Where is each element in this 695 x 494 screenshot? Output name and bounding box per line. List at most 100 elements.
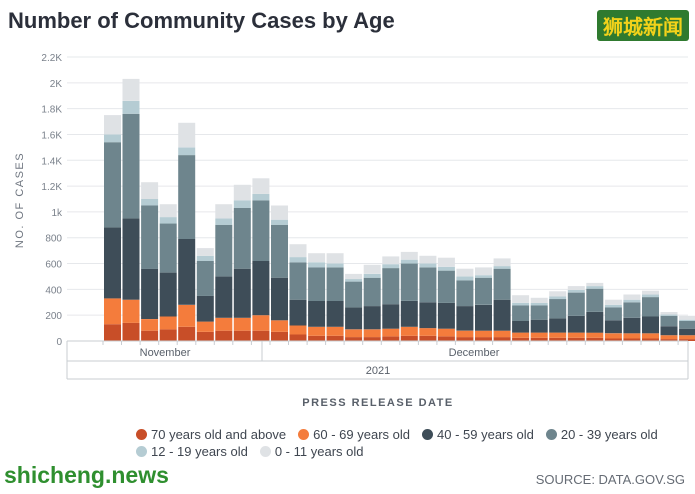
bar-segment [382, 268, 400, 305]
bar-segment [437, 336, 455, 341]
y-tick-label: 200 [45, 311, 62, 322]
bar-segment [679, 339, 695, 341]
bar-segment [215, 317, 233, 331]
bar-segment [679, 319, 695, 321]
bar-segment [308, 301, 326, 327]
bar-segment [345, 273, 363, 280]
bar-segment [178, 304, 196, 327]
legend-item-12-19[interactable]: 12 - 19 years old [136, 444, 248, 459]
bar-segment [252, 200, 270, 261]
bar-segment [586, 312, 604, 333]
bar-segment [289, 262, 307, 300]
legend-item-40-59[interactable]: 40 - 59 years old [422, 427, 534, 442]
bar-segment [159, 329, 177, 341]
bar-segment [660, 312, 678, 315]
bar-segment [604, 304, 622, 308]
bar-segment [400, 251, 418, 260]
month-label-december: December [449, 347, 500, 359]
bar-segment [419, 267, 437, 303]
legend-label: 20 - 39 years old [560, 427, 658, 442]
bar-segment [493, 330, 511, 338]
bar-segment [345, 337, 363, 341]
bar-segment [159, 204, 177, 218]
bar-segment [271, 277, 288, 321]
bar-segment [252, 330, 270, 341]
x-axis-label: PRESS RELEASE DATE [302, 397, 454, 409]
legend-item-70-plus[interactable]: 70 years old and above [136, 427, 286, 442]
bar-segment [196, 295, 214, 322]
bar-segment [456, 337, 474, 341]
y-tick-label: 400 [45, 285, 62, 296]
bar-segment [382, 304, 400, 329]
legend: 70 years old and above 60 - 69 years old… [136, 426, 695, 460]
bar-segment [567, 292, 585, 316]
bar-segment [567, 315, 585, 333]
bar-segment [642, 294, 659, 298]
bar-segment [196, 255, 214, 261]
bar-segment [122, 322, 140, 341]
bar-segment [437, 257, 455, 267]
bar-segment [141, 199, 159, 206]
bar-segment [660, 326, 678, 336]
bar-segment [456, 268, 474, 277]
bar-segment [493, 258, 511, 267]
bar-segment [252, 193, 270, 201]
bar-segment [178, 155, 196, 239]
bar-segment [233, 268, 251, 318]
bar-segment [567, 286, 585, 290]
bars [104, 78, 695, 341]
bar-segment [122, 299, 140, 323]
bar-segment [326, 301, 344, 327]
bar-segment [549, 299, 567, 319]
bar-segment [493, 268, 511, 300]
bar-segment [178, 122, 196, 148]
bar-segment [642, 290, 659, 295]
bar-segment [400, 263, 418, 301]
bar-segment [326, 267, 344, 301]
bar-segment [363, 264, 381, 274]
bar-segment [604, 299, 622, 305]
bar-segment [326, 263, 344, 268]
bar-segment [642, 333, 659, 339]
bar-segment [419, 255, 437, 264]
bar-segment [419, 335, 437, 341]
legend-item-20-39[interactable]: 20 - 39 years old [545, 427, 658, 442]
y-tick-label: 600 [45, 260, 62, 271]
bar-segment [604, 338, 622, 341]
legend-row-1: 70 years old and above 60 - 69 years old… [136, 426, 695, 443]
bar-segment [104, 298, 121, 325]
bar-segment [475, 277, 492, 305]
bar-segment [642, 338, 659, 341]
bar-segment [437, 302, 455, 329]
bar-segment [679, 328, 695, 336]
bar-segment [159, 217, 177, 224]
bar-segment [623, 302, 641, 318]
bar-segment [122, 218, 140, 300]
bar-segment [252, 261, 270, 316]
legend-item-0-11[interactable]: 0 - 11 years old [259, 444, 363, 459]
legend-row-2: 12 - 19 years old 0 - 11 years old [136, 443, 695, 460]
bar-segment [271, 224, 288, 278]
bar-segment [679, 321, 695, 329]
legend-item-60-69[interactable]: 60 - 69 years old [298, 427, 410, 442]
bar-segment [196, 321, 214, 332]
bar-segment [289, 257, 307, 263]
legend-dot [422, 429, 433, 440]
bar-segment [419, 263, 437, 268]
bar-segment [660, 315, 678, 327]
bar-segment [567, 290, 585, 293]
bar-segment [252, 315, 270, 331]
bar-segment [215, 204, 233, 219]
bar-segment [159, 223, 177, 273]
bar-segment [363, 329, 381, 338]
bar-segment [400, 259, 418, 264]
bar-segment [363, 277, 381, 307]
bar-segment [345, 279, 363, 282]
bar-segment [363, 273, 381, 278]
bar-segment [679, 315, 695, 320]
bar-segment [475, 275, 492, 278]
legend-label: 60 - 69 years old [313, 427, 410, 442]
bar-segment [289, 299, 307, 326]
bar-segment [382, 328, 400, 337]
y-tick-label: 1.8K [41, 105, 62, 116]
